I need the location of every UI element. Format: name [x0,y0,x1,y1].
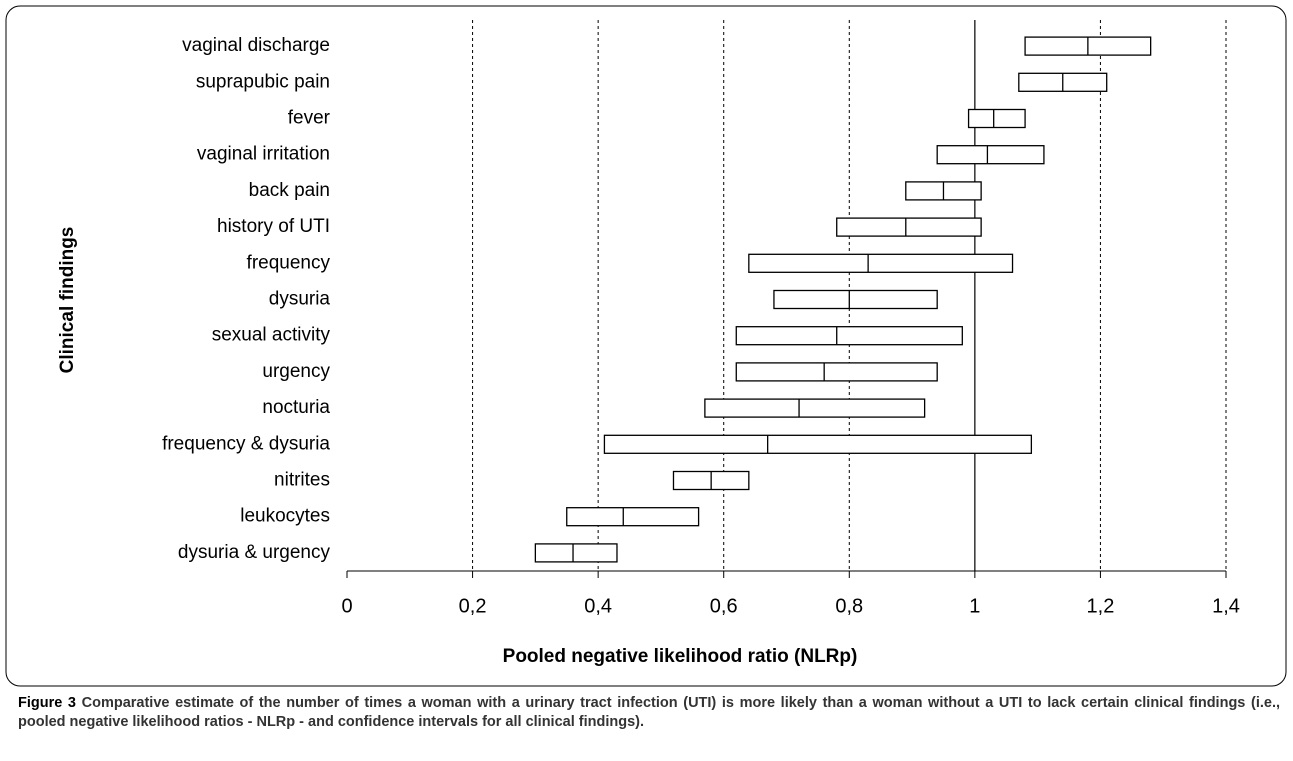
x-tick-label: 1,2 [1087,595,1115,617]
y-tick-label: nitrites [274,470,330,491]
y-tick-label: frequency [247,252,331,273]
caption-label: Figure 3 [18,695,76,711]
chart-border [5,5,1287,687]
x-tick-label: 0,2 [459,595,487,617]
caption-text: Comparative estimate of the number of ti… [18,695,1280,730]
x-tick-label: 0,8 [835,595,863,617]
y-tick-label: vaginal discharge [182,35,330,56]
interval-box [967,108,1026,129]
interval-box [748,253,1014,273]
y-tick-label: dysuria & urgency [178,542,331,563]
caption: Figure 3 Comparative estimate of the num… [18,694,1280,732]
chart: Pooled negative likelihood ratio (NLRp) … [5,5,1287,687]
x-axis-title: Pooled negative likelihood ratio (NLRp) [503,646,858,667]
y-tick-label: back pain [249,180,330,201]
x-tick-label: 0,6 [710,595,738,617]
interval-box [735,326,963,346]
interval-box [773,289,938,310]
y-tick-label: nocturia [262,397,330,418]
y-tick-label: dysuria [269,289,331,310]
interval-box [836,217,982,237]
y-tick-label: sexual activity [212,325,331,346]
y-tick-label: leukocytes [240,506,330,527]
x-tick-label: 0,4 [584,595,612,617]
interval-box [735,362,938,382]
y-tick-label: fever [288,108,331,129]
interval-box [534,543,618,563]
y-tick-label: history of UTI [217,216,330,237]
interval-box [566,507,700,527]
y-tick-label: urgency [262,361,330,382]
y-tick-label: vaginal irritation [197,144,330,165]
y-tick-label: suprapubic pain [196,71,330,92]
x-tick-label: 0 [341,595,352,617]
y-axis-title: Clinical findings [57,227,78,374]
interval-box [704,398,926,418]
x-tick-label: 1,4 [1212,595,1240,617]
interval-box [936,145,1045,165]
x-tick-label: 1 [969,595,980,617]
y-tick-label: frequency & dysuria [162,433,330,454]
interval-box [603,434,1033,454]
